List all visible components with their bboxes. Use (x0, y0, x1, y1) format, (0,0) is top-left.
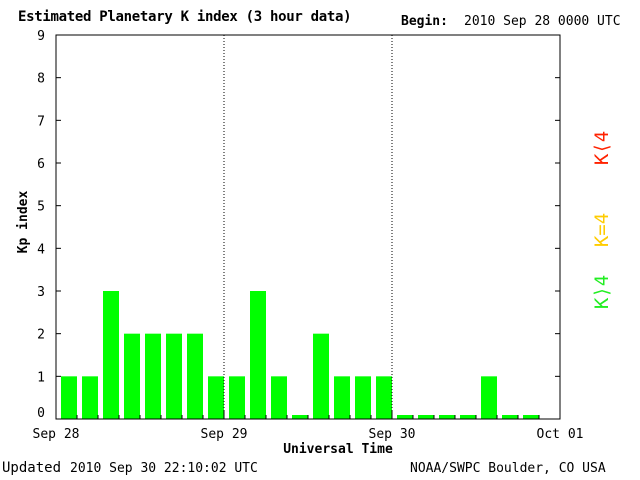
kp-bar (187, 333, 203, 419)
kp-bar (313, 333, 329, 419)
y-tick-label: 2 (37, 328, 45, 343)
begin-value: 2010 Sep 28 0000 UTC (464, 14, 621, 29)
y-tick-label: 8 (37, 72, 45, 87)
kp-bar (166, 333, 182, 419)
kp-bar (124, 333, 140, 419)
y-tick-label: 5 (37, 200, 45, 215)
kp-bar (82, 376, 98, 419)
kp-bar (397, 415, 413, 419)
y-tick-label: 4 (37, 242, 45, 257)
kp-bar (103, 291, 119, 419)
legend-item: K⟨4 (591, 131, 613, 165)
kp-bar (334, 376, 350, 419)
kp-bar (481, 376, 497, 419)
x-tick-label: Oct 01 (537, 427, 584, 442)
updated-label: Updated (2, 460, 62, 476)
kp-bar (208, 376, 224, 419)
x-tick-label: Sep 29 (201, 427, 248, 442)
kp-bar (292, 415, 308, 419)
updated-value: 2010 Sep 30 22:10:02 UTC (70, 461, 258, 476)
kp-bar (145, 333, 161, 419)
x-tick-label: Sep 28 (33, 427, 80, 442)
kp-bar (460, 415, 476, 419)
x-tick-label: Sep 30 (369, 427, 416, 442)
y-tick-label: 9 (37, 29, 45, 44)
legend-item: K=4 (591, 213, 613, 247)
y-axis-label: Kp index (16, 191, 31, 254)
credit-text: NOAA/SWPC Boulder, CO USA (410, 461, 606, 476)
chart-title: Estimated Planetary K index (3 hour data… (18, 9, 352, 25)
kp-bar (502, 415, 518, 419)
kp-bar (418, 415, 434, 419)
kp-bar (376, 376, 392, 419)
begin-label: Begin: (401, 14, 448, 29)
kp-bar (271, 376, 287, 419)
y-tick-label: 3 (37, 285, 45, 300)
y-tick-label: 0 (37, 406, 45, 421)
kp-bar (229, 376, 245, 419)
legend-item: K⟩4 (591, 275, 613, 309)
kp-bar (439, 415, 455, 419)
kp-bar (250, 291, 266, 419)
y-tick-label: 7 (37, 114, 45, 129)
x-axis-label: Universal Time (283, 442, 393, 457)
kp-bar (61, 376, 77, 419)
kp-bar (355, 376, 371, 419)
y-tick-label: 1 (37, 370, 45, 385)
y-tick-label: 6 (37, 157, 45, 172)
kp-bar (523, 415, 539, 419)
